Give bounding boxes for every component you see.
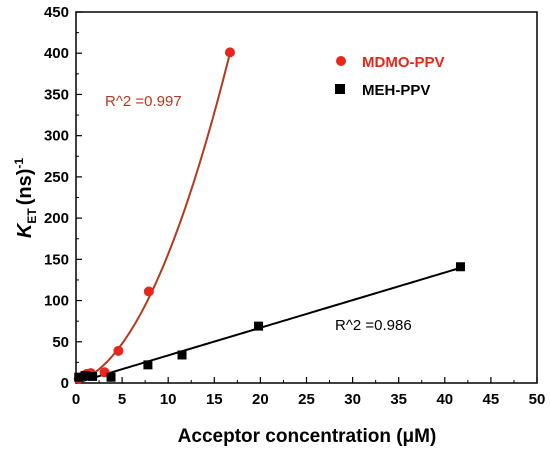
y-tick-label: 250: [44, 169, 69, 186]
data-point-mdmo: [224, 47, 235, 58]
data-point-meh: [254, 321, 264, 331]
legend-marker-meh: [335, 84, 345, 94]
data-point-meh: [143, 360, 153, 370]
y-tick-label: 400: [44, 45, 69, 62]
data-point-mdmo: [143, 286, 154, 297]
data-point-mdmo: [113, 345, 124, 356]
y-axis-title: KET (ns)-1: [12, 158, 39, 238]
x-tick-label: 40: [436, 391, 453, 408]
data-point-meh: [80, 371, 90, 381]
axes: [75, 11, 538, 384]
x-tick-label: 50: [529, 391, 546, 408]
x-axis-title: Acceptor concentration (μM): [178, 426, 437, 447]
fit-annotation-meh: R^2 =0.986: [335, 317, 412, 334]
y-tick-label: 50: [52, 334, 69, 351]
legend-label-mdmo: MDMO-PPV: [362, 54, 445, 71]
y-axis-title-sup: -1: [12, 158, 26, 169]
y-axis-title-rest: (ns): [14, 169, 36, 206]
y-tick-label: 150: [44, 251, 69, 268]
legend: MDMO-PPV MEH-PPV: [335, 54, 445, 99]
y-axis-title-sub: ET: [25, 208, 39, 224]
data-point-meh: [88, 371, 98, 381]
x-tick-label: 45: [483, 391, 500, 408]
legend-label-meh: MEH-PPV: [362, 82, 430, 99]
data-point-meh: [74, 372, 84, 382]
legend-marker-mdmo: [336, 56, 346, 66]
y-tick-label: 300: [44, 128, 69, 145]
y-tick-label: 100: [44, 293, 69, 310]
data-point-meh: [106, 372, 116, 382]
x-tick-label: 0: [72, 391, 80, 408]
y-tick-label: 350: [44, 86, 69, 103]
y-tick-label: 450: [44, 4, 69, 21]
x-tick-label: 20: [252, 391, 269, 408]
x-tick-label: 15: [206, 391, 223, 408]
x-tick-label: 5: [118, 391, 126, 408]
y-axis-title-k: K: [14, 222, 36, 238]
x-tick-label: 25: [298, 391, 315, 408]
plot-frame: [75, 11, 538, 384]
x-tick-label: 30: [344, 391, 361, 408]
data-points: [73, 47, 465, 384]
data-point-meh: [177, 350, 187, 360]
y-tick-label: 200: [44, 210, 69, 227]
y-tick-label: 0: [61, 375, 69, 392]
x-tick-label: 35: [390, 391, 407, 408]
fit-annotation-mdmo: R^2 =0.997: [105, 93, 182, 110]
tick-marks: 0 5 10 15 20 25 30 35 40 45 50 0 50 100 150 200 250 300 35…: [44, 4, 545, 408]
data-point-meh: [455, 262, 465, 272]
fit-line-meh: [75, 266, 461, 384]
x-tick-label: 10: [160, 391, 177, 408]
